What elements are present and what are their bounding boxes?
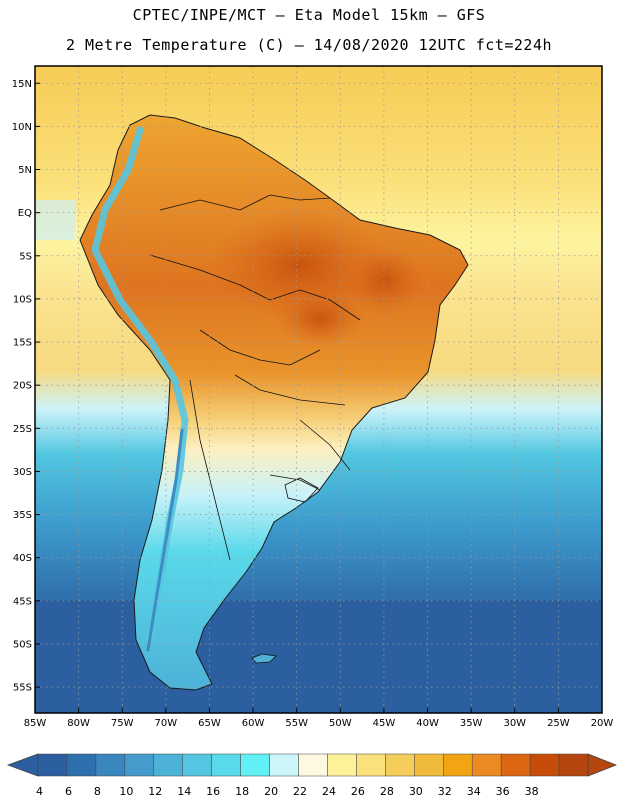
falklands [251, 653, 277, 664]
colorbar-swatch [558, 753, 589, 777]
lon-tick-label: 85W [24, 718, 47, 729]
colorbar-label: 34 [467, 785, 481, 798]
colorbar-swatch [327, 753, 357, 777]
colorbar-swatch [124, 753, 155, 777]
lat-tick-label: 30S [13, 467, 32, 478]
lon-tick-label: 75W [111, 718, 134, 729]
lon-tick-label: 25W [547, 718, 570, 729]
lat-tick-label: EQ [18, 208, 32, 219]
colorbar-label: 28 [380, 785, 394, 798]
lat-tick-label: 5S [19, 251, 32, 262]
colorbar-swatch [182, 753, 212, 777]
northeast-hot-area [345, 245, 425, 315]
colorbar-label: 4 [36, 785, 43, 798]
colorbar-swatch [529, 753, 560, 777]
colorbar-swatch [298, 753, 328, 777]
central-brazil-hot-area [275, 288, 365, 348]
lat-tick-label: 50S [13, 639, 32, 650]
lon-tick-label: 40W [416, 718, 439, 729]
colorbar-label: 26 [351, 785, 365, 798]
colorbar-swatch [385, 753, 415, 777]
lon-tick-label: 35W [460, 718, 483, 729]
lat-tick-label: 45S [13, 596, 32, 607]
lat-tick-label: 10S [13, 294, 32, 305]
colorbar-label: 22 [293, 785, 307, 798]
colorbar-swatch [66, 753, 97, 777]
colorbar-label: 12 [148, 785, 162, 798]
colorbar-label: 18 [235, 785, 249, 798]
colorbar-arrow-high [587, 753, 618, 777]
colorbar-label: 38 [525, 785, 539, 798]
colorbar-swatch [500, 753, 531, 777]
colorbar-label: 20 [264, 785, 278, 798]
lat-tick-label: 15N [12, 79, 32, 90]
colorbar-label: 8 [94, 785, 101, 798]
lat-tick-label: 55S [13, 683, 32, 694]
colorbar-swatch [95, 753, 126, 777]
colorbar-swatch [153, 753, 183, 777]
uruguay-border [284, 477, 319, 503]
colorbar-arrow-low [6, 753, 39, 777]
lat-tick-label: 35S [13, 510, 32, 521]
lon-tick-label: 30W [503, 718, 526, 729]
colorbar: 4 6 8 10 12 14 16 18 20 22 24 26 28 30 32 34 36 38 [6, 753, 618, 798]
colorbar-label: 6 [65, 785, 72, 798]
lon-tick-label: 65W [198, 718, 221, 729]
colorbar-swatch [211, 753, 241, 777]
lon-tick-label: 20W [591, 718, 614, 729]
lat-tick-label: 40S [13, 553, 32, 564]
colorbar-label: 16 [206, 785, 220, 798]
lon-tick-label: 50W [329, 718, 352, 729]
colorbar-swatch [471, 753, 502, 777]
longitude-axis: 85W 80W 75W 70W 65W 60W 55W 50W 45W 40W 35W 30W 25W 2… [24, 708, 614, 729]
lon-tick-label: 60W [242, 718, 265, 729]
colorbar-swatch [240, 753, 270, 777]
colorbar-label: 32 [438, 785, 452, 798]
lon-tick-label: 45W [373, 718, 396, 729]
colorbar-label: 30 [409, 785, 423, 798]
lon-tick-label: 55W [285, 718, 308, 729]
lat-tick-label: 10N [12, 122, 32, 133]
lat-tick-label: 5N [18, 165, 32, 176]
southern-ocean-band [35, 600, 602, 713]
latitude-axis: 15N 10N 5N EQ 5S 10S 15S 20S 25S 30S 35S 40S 45S 50S 5… [12, 79, 40, 694]
colorbar-swatch [443, 753, 473, 777]
lat-tick-label: 25S [13, 424, 32, 435]
colorbar-label: 10 [119, 785, 133, 798]
colorbar-swatch [414, 753, 444, 777]
header-title-line2: 2 Metre Temperature (C) – 14/08/2020 12U… [65, 36, 553, 54]
colorbar-label: 36 [496, 785, 510, 798]
header-title-line1: CPTEC/INPE/MCT – Eta Model 15km – GFS [132, 6, 486, 24]
colorbar-label: 14 [177, 785, 191, 798]
colorbar-swatch [37, 753, 68, 777]
colorbar-swatch [356, 753, 386, 777]
colorbar-label: 24 [322, 785, 336, 798]
lat-tick-label: 20S [13, 381, 32, 392]
country-borders [149, 194, 361, 561]
colorbar-swatch [269, 753, 299, 777]
plot-frame [34, 65, 603, 714]
lat-tick-label: 15S [13, 338, 32, 349]
equatorial-pacific-cool-band [35, 200, 75, 240]
lon-tick-label: 70W [155, 718, 178, 729]
lon-tick-label: 80W [67, 718, 90, 729]
